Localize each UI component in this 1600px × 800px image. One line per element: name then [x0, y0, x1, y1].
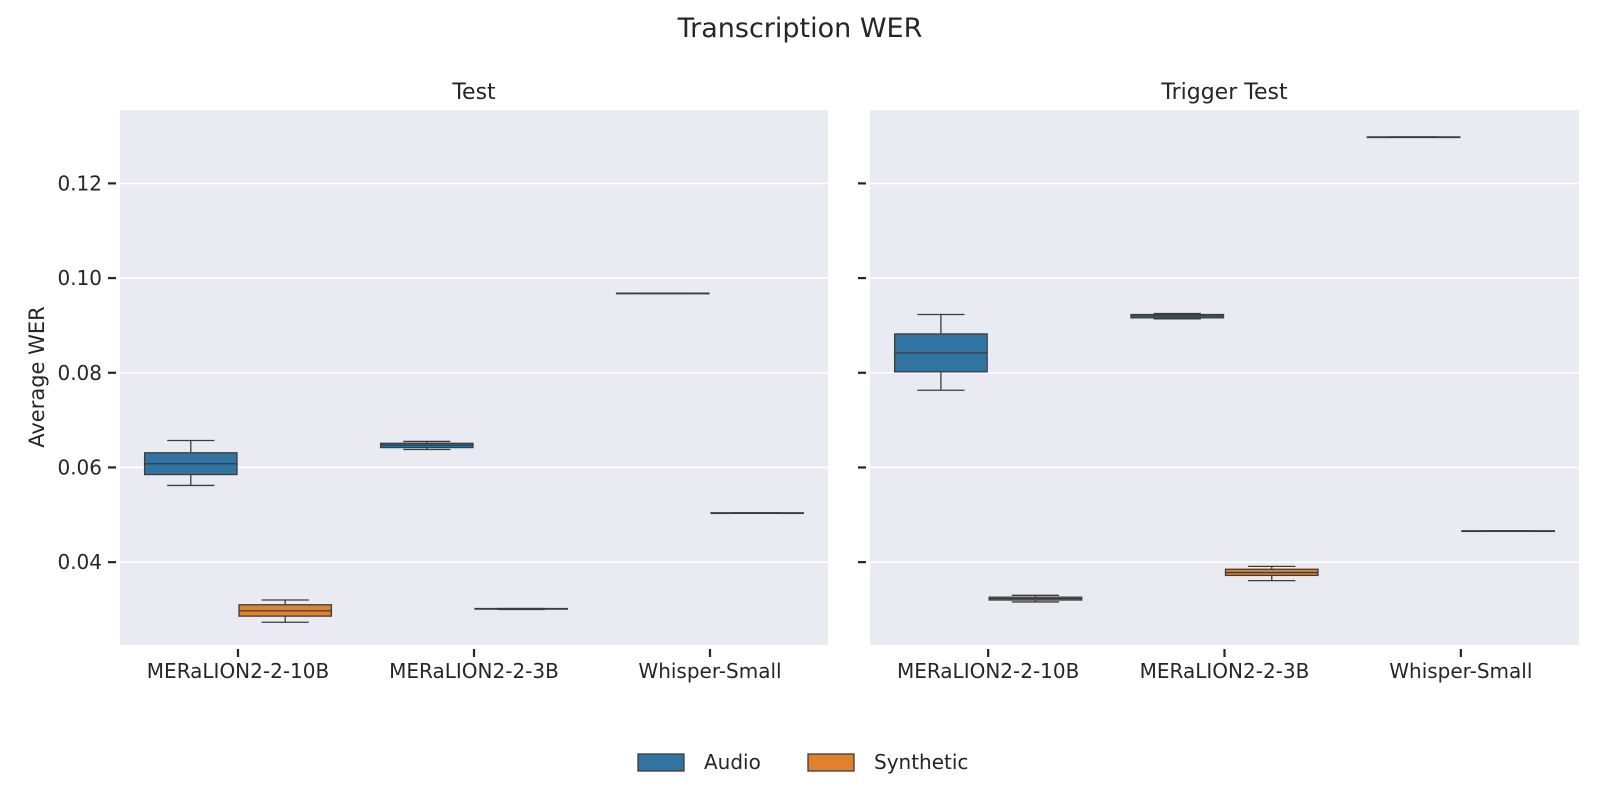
panel-title: Trigger Test	[1160, 80, 1288, 105]
panel-trigger-test: Trigger Test MERaLION2-2-10B MERaLION2-2-3…	[858, 80, 1579, 683]
box-synthetic-meralion2-2-3b	[1224, 565, 1319, 582]
y-tick-label: 0.08	[57, 361, 102, 385]
y-axis-label: Average WER	[25, 306, 49, 448]
box-audio-whisper-small	[615, 292, 710, 295]
legend-swatch	[637, 753, 685, 772]
y-tick-label: 0.06	[57, 455, 102, 479]
box-audio-meralion2-2-10b	[893, 313, 988, 391]
plot-background	[870, 110, 1579, 645]
box-synthetic-meralion2-2-3b	[474, 607, 569, 611]
legend-item-synthetic: Synthetic	[807, 750, 968, 774]
x-tick-label: Whisper-Small	[1389, 659, 1532, 683]
x-tick-label: MERaLION2-2-10B	[897, 659, 1079, 683]
legend-swatch	[807, 753, 855, 772]
box-synthetic-whisper-small	[710, 512, 805, 515]
legend-label: Audio	[704, 750, 761, 774]
y-tick-label: 0.12	[57, 171, 102, 195]
x-tick-label: MERaLION2-2-3B	[1140, 659, 1310, 683]
legend-label: Synthetic	[874, 750, 968, 774]
box-audio-meralion2-2-3b	[1130, 312, 1225, 320]
box-synthetic-meralion2-2-10b	[238, 599, 333, 623]
box-synthetic-whisper-small	[1461, 530, 1556, 533]
panel-title: Test	[451, 80, 496, 105]
box-audio-whisper-small	[1366, 136, 1461, 139]
chart-title: Transcription WER	[677, 13, 923, 44]
y-tick-label: 0.04	[57, 550, 102, 574]
box-synthetic-meralion2-2-10b	[988, 594, 1083, 603]
x-tick-label: MERaLION2-2-3B	[389, 659, 559, 683]
box-audio-meralion2-2-3b	[379, 440, 474, 451]
panel-test: 0.04 0.06 0.08 0.10 0.12 Test MERaLION2-2-10B M…	[57, 80, 828, 683]
plot-background	[120, 110, 828, 645]
box-audio-meralion2-2-10b	[143, 439, 238, 487]
x-tick-label: Whisper-Small	[638, 659, 781, 683]
legend-item-audio: Audio	[637, 750, 761, 774]
panels-layer: 0.04 0.06 0.08 0.10 0.12 Test MERaLION2-2-10B M…	[57, 80, 1579, 683]
x-tick-label: MERaLION2-2-10B	[147, 659, 329, 683]
legend: Audio Synthetic	[637, 750, 968, 774]
y-tick-label: 0.10	[57, 266, 102, 290]
